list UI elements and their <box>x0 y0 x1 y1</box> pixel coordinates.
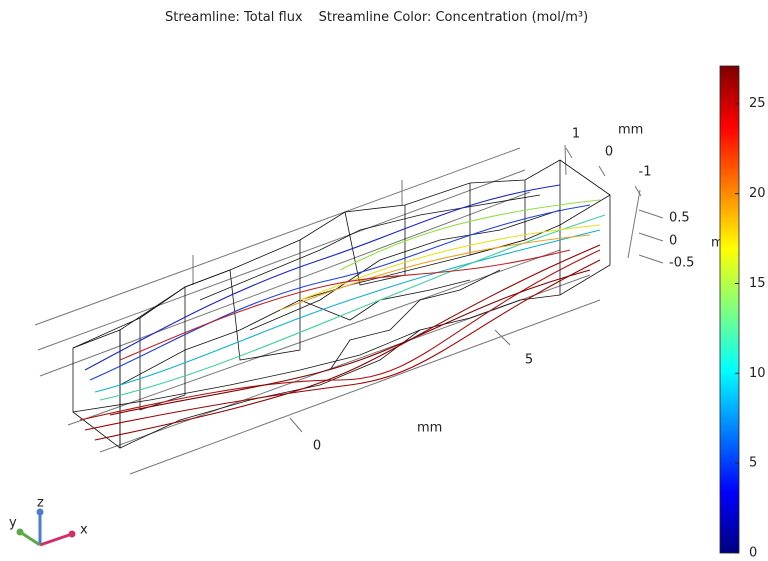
triad-arrowhead <box>69 531 76 538</box>
y-tick-label: 1 <box>572 127 580 142</box>
x-tick <box>290 418 302 432</box>
y-tick-label: 0 <box>605 145 613 160</box>
axis-lines <box>35 145 640 474</box>
triad-label: x <box>80 523 88 538</box>
colorbar-tick-label: 10 <box>749 366 766 381</box>
z-tick-label: -0.5 <box>669 256 694 271</box>
triad-label: z <box>37 496 44 511</box>
y-tick <box>566 148 572 158</box>
triad-label: y <box>9 516 17 531</box>
x-tick <box>495 330 510 345</box>
colorbar <box>720 66 739 553</box>
x-tick-label: 0 <box>313 439 321 454</box>
y-tick-label: -1 <box>639 165 652 180</box>
triad-axis <box>20 532 40 545</box>
title: Streamline: Total flux Streamline Color: … <box>165 10 588 25</box>
colorbar-tick-label: 0 <box>749 546 757 561</box>
z-tick-label: 0.5 <box>669 211 690 226</box>
x-tick-label: 5 <box>525 353 533 368</box>
x-axis-label: mm <box>417 421 442 436</box>
z-tick <box>639 255 663 263</box>
subtitle: Streamline Color: Concentration (mol/m³) <box>319 10 589 25</box>
triad-axis <box>40 534 72 545</box>
colorbar-tick-label: 15 <box>749 276 766 291</box>
colorbar-tick-label: 20 <box>749 186 766 201</box>
streamlines <box>80 185 605 440</box>
geometry-wireframe <box>73 160 610 448</box>
title-part: Streamline: Total flux <box>165 10 303 25</box>
colorbar-tick-label: 5 <box>749 456 757 471</box>
z-tick-label: 0 <box>669 234 677 249</box>
z-tick <box>639 233 663 241</box>
triad-arrowhead <box>17 529 24 536</box>
y-tick <box>599 166 605 176</box>
chart: Streamline: Total flux Streamline Color: … <box>0 0 768 561</box>
y-axis-label: mm <box>618 123 643 138</box>
z-tick <box>639 210 663 218</box>
colorbar-tick-label: 25 <box>749 96 766 111</box>
